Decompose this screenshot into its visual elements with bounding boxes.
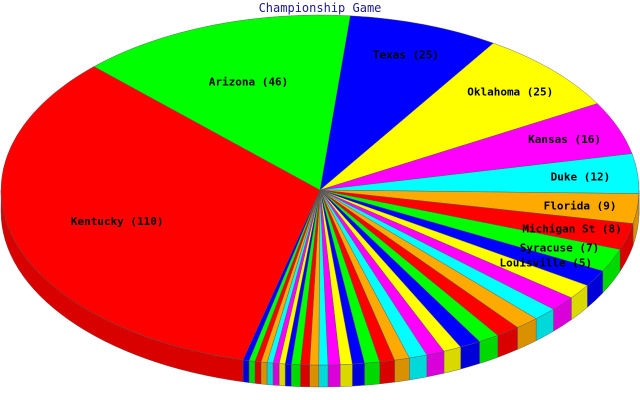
pie-slices xyxy=(0,14,640,366)
pie-slice-kentucky xyxy=(0,66,321,361)
slice-label-arizona: Arizona (46) xyxy=(209,75,288,88)
pie-side-walls xyxy=(0,189,640,388)
pie-wall-16 xyxy=(426,351,445,378)
slice-label-michigan-st: Michigan St (8) xyxy=(522,222,621,235)
slice-label-syracuse: Syracuse (7) xyxy=(520,242,599,255)
pie-wall-18 xyxy=(394,357,410,383)
pie-wall-20 xyxy=(364,361,380,386)
pie-slice-arizona xyxy=(93,14,351,191)
pie-wall-33 xyxy=(254,361,262,385)
pie-wall-32 xyxy=(260,361,268,385)
pie-wall-22 xyxy=(339,363,353,387)
pie-wall-23 xyxy=(327,364,341,388)
chart-title: Championship Game xyxy=(258,1,382,15)
pie-wall-15 xyxy=(443,346,461,374)
pie-wall-25 xyxy=(309,364,319,388)
pie-wall-21 xyxy=(352,363,365,387)
pie-wall-29 xyxy=(278,363,286,387)
slice-label-texas: Texas (25) xyxy=(373,48,439,61)
slice-label-oklahoma: Oklahoma (25) xyxy=(467,86,553,99)
pie-wall-24 xyxy=(318,364,329,388)
slice-label-florida: Florida (9) xyxy=(544,199,617,212)
pie-wall-30 xyxy=(272,362,280,386)
slice-label-louisville: Louisville (5) xyxy=(499,256,592,269)
pie-wall-35 xyxy=(242,359,250,383)
pie-wall-19 xyxy=(379,359,395,385)
pie-labels: Texas (25) Oklahoma (25) Kansas (16) Duke (… xyxy=(71,48,622,269)
pie-wall-27 xyxy=(291,364,301,387)
pie-slice-texas xyxy=(319,15,494,191)
pie-wall-28 xyxy=(284,363,292,387)
slice-label-kentucky: Kentucky (110) xyxy=(71,215,164,228)
slice-label-duke: Duke (12) xyxy=(551,170,611,183)
pie-wall-34 xyxy=(248,360,256,384)
slice-label-kansas: Kansas (16) xyxy=(528,133,601,146)
pie-wall-26 xyxy=(300,364,310,388)
pie-wall-31 xyxy=(266,362,274,386)
pie-slice-oklahoma xyxy=(319,42,598,191)
pie-wall-17 xyxy=(409,354,428,381)
